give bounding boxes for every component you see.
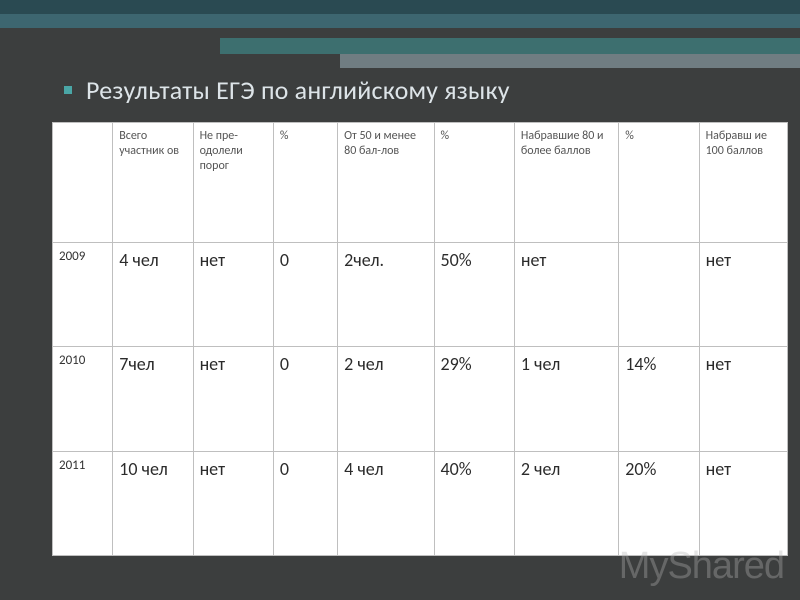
- cell: 4 чел: [113, 243, 193, 347]
- light-overlay-bar: [340, 54, 800, 68]
- table-row: 2011 10 чел нет 0 4 чел 40% 2 чел 20% не…: [53, 451, 788, 555]
- cell-year: 2009: [53, 243, 113, 347]
- results-table-container: Всего участник ов Не пре- одолели порог …: [52, 122, 788, 556]
- col-header: Набравшие 80 и более баллов: [514, 123, 618, 243]
- cell: 0: [273, 347, 337, 451]
- cell: нет: [193, 347, 273, 451]
- accent-bar: [220, 38, 800, 54]
- cell-year: 2011: [53, 451, 113, 555]
- cell: 20%: [619, 451, 699, 555]
- col-header: [53, 123, 113, 243]
- results-table: Всего участник ов Не пре- одолели порог …: [52, 122, 788, 556]
- col-header: Набравш ие 100 баллов: [699, 123, 787, 243]
- table-header-row: Всего участник ов Не пре- одолели порог …: [53, 123, 788, 243]
- cell: нет: [699, 243, 787, 347]
- cell: 10 чел: [113, 451, 193, 555]
- cell-year: 2010: [53, 347, 113, 451]
- cell: 7чел: [113, 347, 193, 451]
- col-header: %: [273, 123, 337, 243]
- cell: нет: [193, 243, 273, 347]
- bullet-icon: [64, 86, 72, 94]
- title-row: Результаты ЕГЭ по английскому языку: [64, 74, 510, 106]
- table-row: 2009 4 чел нет 0 2чел. 50% нет нет: [53, 243, 788, 347]
- cell: 2чел.: [338, 243, 434, 347]
- col-header: %: [434, 123, 514, 243]
- cell: 1 чел: [514, 347, 618, 451]
- cell: 50%: [434, 243, 514, 347]
- cell: 14%: [619, 347, 699, 451]
- cell: 2 чел: [514, 451, 618, 555]
- cell: 0: [273, 451, 337, 555]
- cell: нет: [699, 347, 787, 451]
- cell: нет: [699, 451, 787, 555]
- col-header: От 50 и менее 80 бал-лов: [338, 123, 434, 243]
- cell: 0: [273, 243, 337, 347]
- cell: 4 чел: [338, 451, 434, 555]
- page-title: Результаты ЕГЭ по английскому языку: [86, 74, 510, 106]
- col-header: Не пре- одолели порог: [193, 123, 273, 243]
- cell: 40%: [434, 451, 514, 555]
- cell: нет: [514, 243, 618, 347]
- cell: [619, 243, 699, 347]
- cell: 2 чел: [338, 347, 434, 451]
- table-row: 2010 7чел нет 0 2 чел 29% 1 чел 14% нет: [53, 347, 788, 451]
- top-bar: [0, 0, 800, 28]
- col-header: Всего участник ов: [113, 123, 193, 243]
- cell: 29%: [434, 347, 514, 451]
- col-header: %: [619, 123, 699, 243]
- cell: нет: [193, 451, 273, 555]
